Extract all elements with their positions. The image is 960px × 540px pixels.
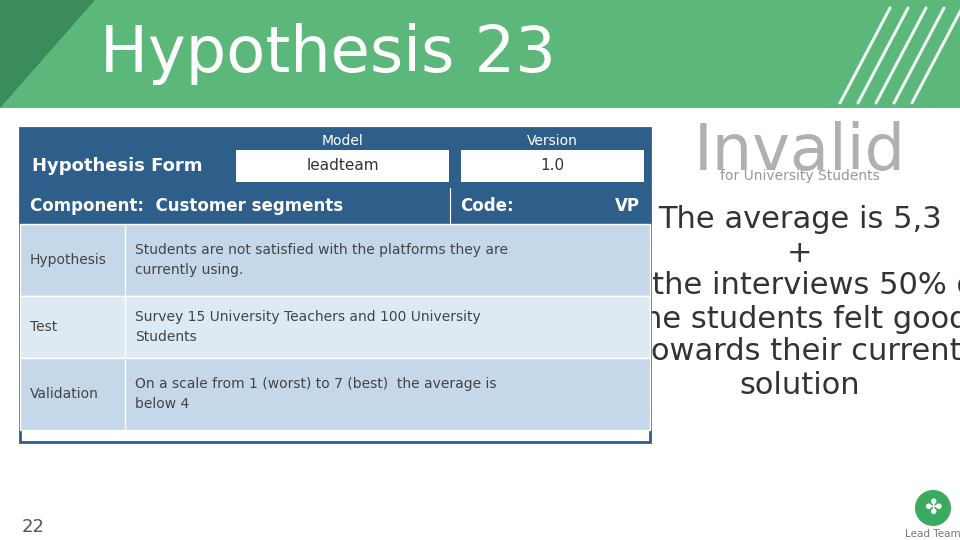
FancyBboxPatch shape [20, 128, 650, 188]
FancyBboxPatch shape [20, 128, 650, 442]
Text: leadteam: leadteam [306, 159, 379, 173]
Text: VP: VP [615, 197, 640, 215]
Text: Code:: Code: [460, 197, 514, 215]
FancyBboxPatch shape [236, 150, 449, 182]
Text: ✤: ✤ [924, 498, 942, 518]
FancyBboxPatch shape [20, 296, 650, 358]
Text: +: + [787, 239, 813, 267]
Text: The average is 5,3: The average is 5,3 [659, 206, 942, 234]
FancyBboxPatch shape [20, 188, 650, 224]
Text: In the interviews 50% of: In the interviews 50% of [614, 272, 960, 300]
Text: 22: 22 [22, 518, 45, 536]
Text: Test: Test [30, 320, 58, 334]
Text: solution: solution [740, 370, 860, 400]
Text: Version: Version [527, 134, 578, 148]
Text: 1.0: 1.0 [540, 159, 564, 173]
Text: Validation: Validation [30, 387, 99, 401]
FancyBboxPatch shape [461, 150, 644, 182]
Text: Students are not satisfied with the platforms they are
currently using.: Students are not satisfied with the plat… [135, 243, 508, 276]
Text: On a scale from 1 (worst) to 7 (best)  the average is
below 4: On a scale from 1 (worst) to 7 (best) th… [135, 377, 496, 411]
Text: Lead Team: Lead Team [905, 529, 960, 539]
Text: Hypothesis Form: Hypothesis Form [32, 157, 203, 175]
Text: Invalid: Invalid [694, 121, 906, 183]
Text: the students felt good: the students felt good [632, 305, 960, 334]
Circle shape [915, 490, 951, 526]
Text: Model: Model [322, 134, 364, 148]
Text: for University Students: for University Students [720, 169, 880, 183]
Text: Hypothesis: Hypothesis [30, 253, 107, 267]
FancyBboxPatch shape [20, 224, 650, 296]
Polygon shape [0, 0, 95, 108]
FancyBboxPatch shape [0, 0, 960, 108]
Text: towards their current: towards their current [638, 338, 960, 367]
Text: Hypothesis 23: Hypothesis 23 [100, 23, 556, 85]
Text: Survey 15 University Teachers and 100 University
Students: Survey 15 University Teachers and 100 Un… [135, 310, 481, 344]
Text: Component:  Customer segments: Component: Customer segments [30, 197, 343, 215]
FancyBboxPatch shape [20, 358, 650, 430]
